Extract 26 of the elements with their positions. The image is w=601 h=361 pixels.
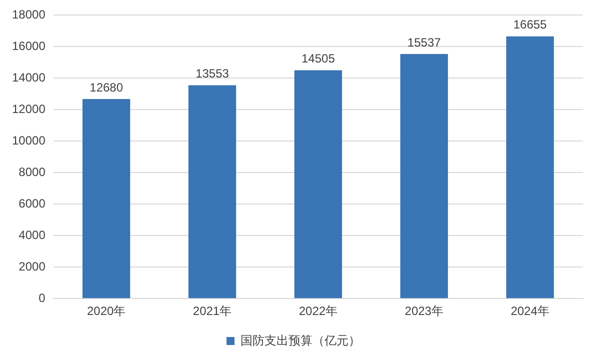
y-tick-label: 18000 <box>12 8 46 22</box>
x-tick-label: 2020年 <box>86 304 126 318</box>
bar <box>506 36 554 298</box>
y-tick-label: 12000 <box>12 102 46 116</box>
x-tick-label: 2024年 <box>510 304 550 318</box>
x-tick-label: 2021年 <box>192 304 232 318</box>
y-tick-label: 16000 <box>12 39 46 53</box>
y-tick-label: 4000 <box>18 228 46 242</box>
data-label: 13553 <box>196 66 230 81</box>
data-label: 16655 <box>513 18 548 32</box>
bar <box>82 98 130 298</box>
y-tick-label: 0 <box>38 290 46 305</box>
y-tick-label: 8000 <box>18 164 46 179</box>
data-label: 15537 <box>407 35 442 50</box>
legend-label: 国防支出预算（亿元） <box>240 333 360 348</box>
bar <box>400 54 448 298</box>
y-tick-label: 2000 <box>18 259 46 274</box>
y-tick-label: 14000 <box>12 70 46 84</box>
x-tick-label: 2022年 <box>298 304 338 318</box>
data-label: 14505 <box>301 52 336 66</box>
y-tick-label: 10000 <box>12 133 46 148</box>
x-tick-label: 2023年 <box>404 304 444 318</box>
data-label: 12680 <box>90 80 124 94</box>
y-tick-label: 6000 <box>18 196 46 210</box>
bar <box>188 85 236 298</box>
bar <box>294 70 342 298</box>
